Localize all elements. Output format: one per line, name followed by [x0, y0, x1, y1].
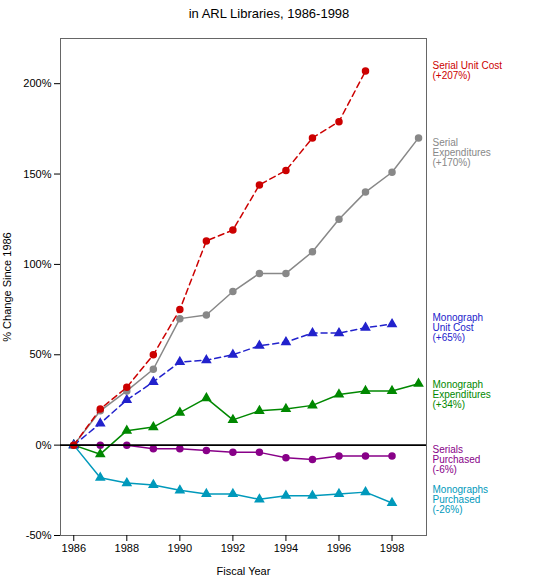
svg-text:0%: 0% [36, 439, 52, 451]
svg-text:1988: 1988 [115, 542, 139, 554]
svg-text:SerialsPurchased(-6%): SerialsPurchased(-6%) [433, 444, 481, 475]
svg-text:1990: 1990 [168, 542, 192, 554]
svg-text:Fiscal Year: Fiscal Year [217, 565, 271, 577]
svg-text:SerialExpenditures(+170%): SerialExpenditures(+170%) [433, 137, 491, 168]
svg-text:1998: 1998 [380, 542, 404, 554]
svg-text:1992: 1992 [221, 542, 245, 554]
svg-text:MonographExpenditures(+34%): MonographExpenditures(+34%) [433, 379, 491, 410]
svg-text:50%: 50% [29, 348, 51, 360]
svg-text:-50%: -50% [26, 529, 52, 541]
svg-text:1996: 1996 [327, 542, 351, 554]
svg-text:MonographUnit Cost(+65%): MonographUnit Cost(+65%) [433, 312, 484, 343]
svg-text:MonographsPurchased(-26%): MonographsPurchased(-26%) [433, 484, 489, 515]
svg-text:100%: 100% [23, 258, 51, 270]
svg-text:% Change Since 1986: % Change Since 1986 [1, 232, 13, 341]
svg-text:150%: 150% [23, 168, 51, 180]
svg-text:200%: 200% [23, 77, 51, 89]
svg-text:1994: 1994 [274, 542, 298, 554]
html-text:in ARL Libraries, 1986-1998: in ARL Libraries, 1986-1998 [188, 6, 350, 21]
svg-text:1986: 1986 [62, 542, 86, 554]
svg-text:Serial Unit Cost(+207%): Serial Unit Cost(+207%) [433, 60, 503, 81]
